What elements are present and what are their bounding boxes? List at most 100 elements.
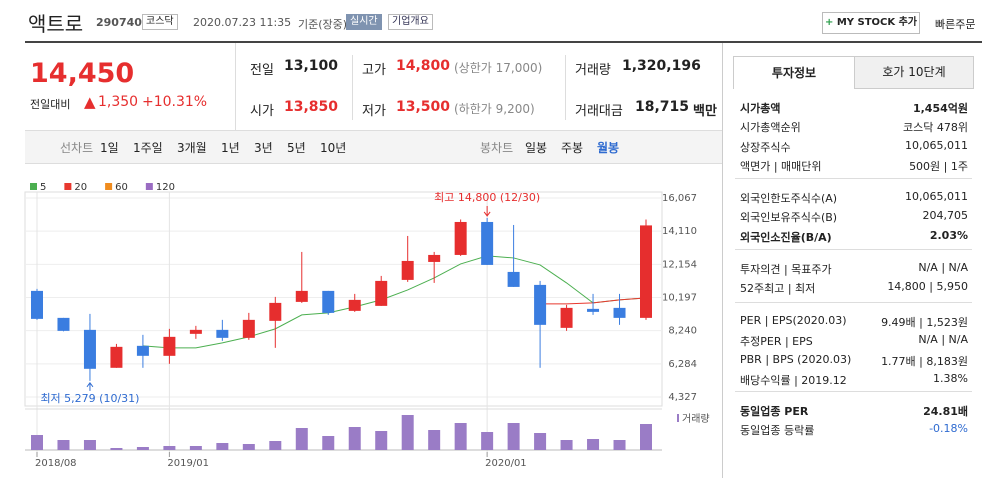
price-chart: 4,327 6,284 8,240 10,197 12,154 14,110 16,067 2…: [24, 182, 710, 469]
line-tab[interactable]: 3년: [254, 141, 273, 155]
volume-bar: [348, 427, 361, 450]
info-row: 추정PER | EPS N/A | N/A: [740, 333, 968, 349]
candle-body: [613, 307, 626, 318]
legend-swatch: [64, 183, 72, 190]
group-divider: [735, 249, 972, 250]
group-divider: [735, 391, 972, 392]
info-row: 동일업종 등락률 -0.18%: [740, 422, 968, 438]
datetime: 2020.07.23 11:35: [193, 16, 292, 29]
candle-body: [507, 271, 520, 287]
info-value: 1.38%: [933, 371, 968, 385]
volume-bar: [481, 432, 494, 450]
annotation-low: 최저 5,279 (10/31): [40, 392, 139, 405]
chart-tab-bar: [25, 130, 722, 164]
y-tick-label: 8,240: [668, 326, 697, 337]
candle-tab[interactable]: 주봉: [561, 141, 584, 155]
candle-body: [348, 299, 361, 311]
volume-bar: [428, 430, 441, 450]
candle-body: [57, 317, 70, 331]
info-value: 500원 | 1주: [909, 159, 968, 173]
info-label: 투자의견 | 목표주가: [740, 263, 832, 276]
info-label: 동일업종 등락률: [740, 424, 815, 438]
info-row: 투자의견 | 목표주가 N/A | N/A: [740, 261, 968, 277]
line-tab[interactable]: 1주일: [133, 141, 163, 155]
basis: 기준(장중): [298, 18, 348, 31]
info-value: 9.49배 | 1,523원: [881, 316, 968, 329]
line-chart-label: 선차트: [60, 141, 94, 155]
company-info-button[interactable]: 기업개요: [388, 14, 433, 30]
stock-name: 액트로: [28, 12, 84, 36]
candle-body: [322, 290, 335, 313]
side-tab[interactable]: 호가 10단계: [854, 56, 974, 89]
quote-value: 13,850: [284, 99, 339, 115]
info-label: 시가총액: [740, 102, 781, 115]
volume-bar: [534, 433, 547, 450]
candle-body: [560, 307, 573, 328]
change-label: 전일대비: [30, 98, 71, 111]
info-label: 동일업종 PER: [740, 405, 809, 418]
volume-bar: [375, 431, 388, 450]
moving-average: [142, 255, 647, 349]
info-value: 10,065,011: [905, 190, 968, 203]
volume-bar: [216, 443, 229, 450]
my-stock-button[interactable]: + MY STOCK 추가: [822, 12, 920, 34]
volume-bar: [295, 428, 308, 450]
quote-value: 13,500: [396, 99, 451, 115]
quote-label: 거래량: [575, 63, 611, 78]
info-label: 외국인보유주식수(B): [740, 211, 838, 225]
volume-bar: [587, 439, 600, 450]
quote-label: 저가: [362, 104, 386, 119]
divider: [565, 55, 566, 120]
candle-body: [454, 221, 467, 255]
info-label: 시가총액순위: [740, 121, 801, 135]
info-label: 배당수익률 | 2019.12: [740, 373, 847, 387]
y-tick-label: 10,197: [662, 293, 697, 304]
x-tick-label: 2020/01: [485, 458, 527, 469]
line-tab[interactable]: 3개월: [177, 141, 207, 155]
info-label: 외국인한도주식수(A): [740, 192, 838, 205]
quick-order[interactable]: 빠른주문: [935, 18, 976, 31]
current-price: 14,450: [30, 58, 135, 89]
candle-body: [481, 221, 494, 265]
candle-body: [587, 308, 600, 312]
line-tab[interactable]: 5년: [287, 141, 306, 155]
y-tick-label: 12,154: [662, 259, 697, 270]
candle-body: [640, 225, 652, 318]
info-row: 시가총액순위 코스닥 478위: [740, 119, 968, 135]
side-tab[interactable]: 투자정보: [733, 56, 855, 89]
line-tab[interactable]: 1년: [221, 141, 240, 155]
line-tab[interactable]: 10년: [320, 141, 347, 155]
x-tick-label: 2018/08: [35, 458, 77, 469]
quote-note: (하한가 9,200): [454, 102, 535, 116]
realtime-badge[interactable]: 실시간: [346, 14, 382, 30]
info-row: 외국인보유주식수(B) 204,705: [740, 209, 968, 225]
volume-bar: [613, 440, 626, 450]
market-badge: 코스닥: [142, 14, 178, 30]
group-divider: [735, 178, 972, 179]
header-rule: [25, 41, 982, 43]
quote-unit: 백만: [693, 104, 717, 119]
quote-value: 14,800: [396, 58, 451, 74]
line-tab[interactable]: 1일: [100, 141, 119, 155]
candle-body: [216, 329, 229, 338]
info-value: -0.18%: [929, 422, 968, 436]
candle-body: [269, 302, 282, 321]
candle-chart-label: 봉차트: [480, 141, 514, 155]
candle-tab[interactable]: 일봉: [525, 141, 548, 155]
candle-tab[interactable]: 월봉: [597, 141, 620, 155]
candle-body: [83, 329, 96, 369]
volume-bar: [242, 444, 255, 450]
plot-frame: [24, 191, 663, 407]
stock-code: 290740: [96, 16, 142, 29]
candle-body: [163, 336, 176, 356]
change-percent: +10.31%: [142, 94, 208, 110]
info-label: 외국인소진율(B/A): [740, 230, 832, 244]
y-tick-label: 4,327: [668, 392, 697, 403]
divider: [235, 43, 236, 130]
change-value: 1,350: [98, 94, 139, 110]
change-arrow: ▲: [84, 93, 96, 111]
quote-label: 거래대금: [575, 104, 623, 119]
candle-body: [428, 254, 441, 262]
x-tick-label: 2019/01: [167, 458, 209, 469]
